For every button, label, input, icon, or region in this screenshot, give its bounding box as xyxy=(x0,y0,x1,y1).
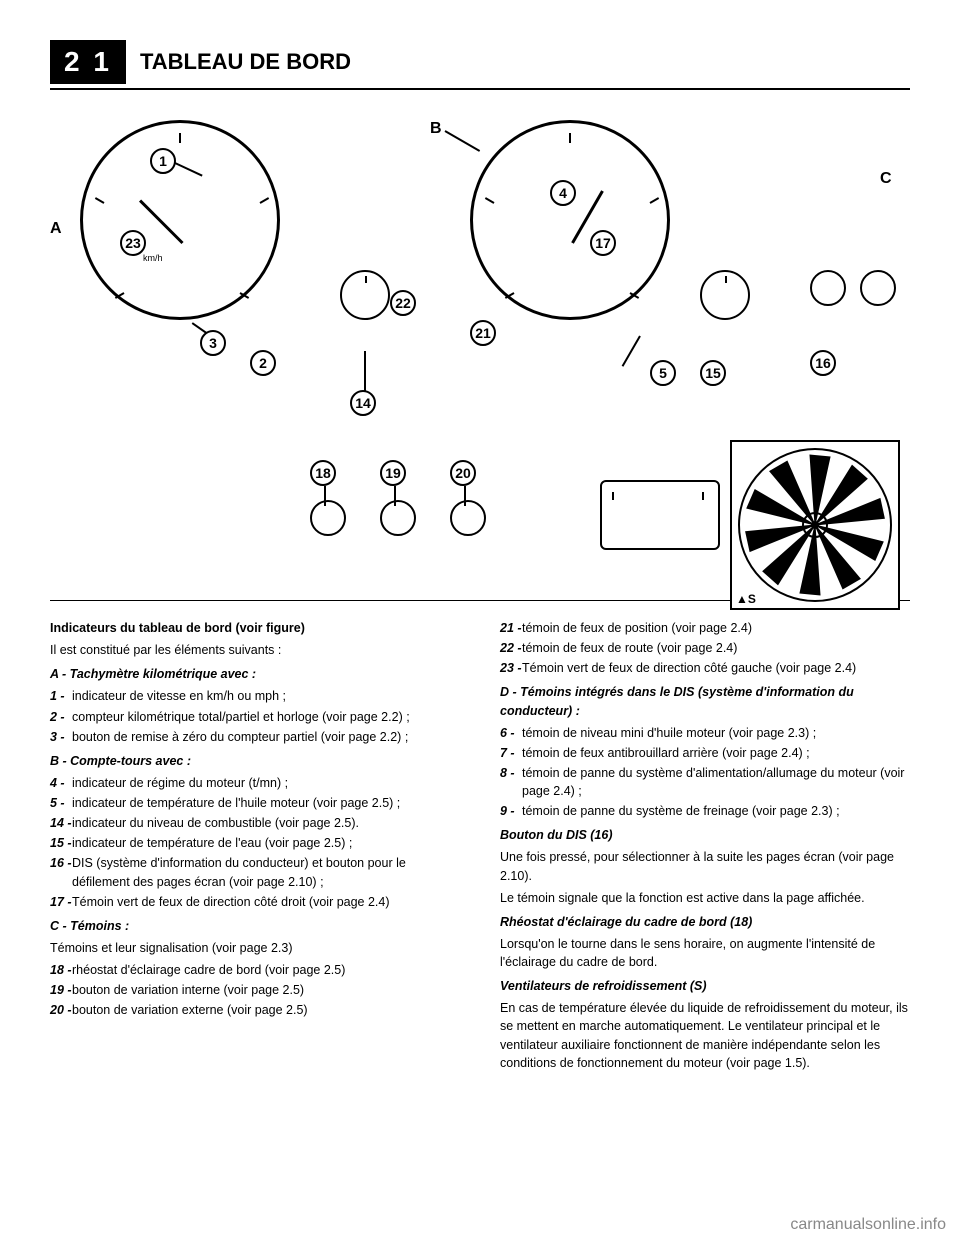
warning-light-2 xyxy=(860,270,896,306)
callout-20: 20 xyxy=(450,460,476,486)
heading-a: A - Tachymètre kilométrique avec : xyxy=(50,665,460,683)
speedometer-gauge: km/h xyxy=(80,120,280,320)
footer-watermark: carmanualsonline.info xyxy=(790,1216,946,1234)
callout-3: 3 xyxy=(200,330,226,356)
rheo-1: Lorsqu'on le tourne dans le sens horaire… xyxy=(500,935,910,971)
button-dial-19 xyxy=(380,500,416,536)
callout-4: 4 xyxy=(550,180,576,206)
fan-label: ▲S xyxy=(736,592,756,606)
callout-18: 18 xyxy=(310,460,336,486)
cooling-fan-image: ▲S xyxy=(730,440,900,610)
mini-dial-1 xyxy=(340,270,390,320)
mini-dial-2 xyxy=(700,270,750,320)
dis-display xyxy=(600,480,720,550)
section-c-label: C xyxy=(880,170,892,188)
callout-22: 22 xyxy=(390,290,416,316)
callout-21: 21 xyxy=(470,320,496,346)
heading-c: C - Témoins : xyxy=(50,917,460,935)
btn-1: Une fois pressé, pour sélectionner à la … xyxy=(500,848,910,884)
heading-btn: Bouton du DIS (16) xyxy=(500,826,910,844)
page-number: 2 1 xyxy=(50,40,126,84)
fan-1: En cas de température élevée du liquide … xyxy=(500,999,910,1072)
heading-b: B - Compte-tours avec : xyxy=(50,752,460,770)
section-a-label: A xyxy=(50,220,62,238)
heading-fan: Ventilateurs de refroidissement (S) xyxy=(500,977,910,995)
heading-rheo: Rhéostat d'éclairage du cadre de bord (1… xyxy=(500,913,910,931)
tachometer-gauge xyxy=(470,120,670,320)
btn-2: Le témoin signale que la fonction est ac… xyxy=(500,889,910,907)
callout-15: 15 xyxy=(700,360,726,386)
callout-16: 16 xyxy=(810,350,836,376)
callout-2: 2 xyxy=(250,350,276,376)
description-columns: Indicateurs du tableau de bord (voir fig… xyxy=(50,619,910,1076)
callout-17: 17 xyxy=(590,230,616,256)
intro-1: Indicateurs du tableau de bord (voir fig… xyxy=(50,619,460,637)
callout-1: 1 xyxy=(150,148,176,174)
instrument-diagram: km/h A 1 2 3 23 14 22 21 B 4 5 17 xyxy=(50,110,910,590)
warning-light-1 xyxy=(810,270,846,306)
callout-23: 23 xyxy=(120,230,146,256)
button-dial-20 xyxy=(450,500,486,536)
heading-d: D - Témoins intégrés dans le DIS (systèm… xyxy=(500,683,910,719)
section-b-label: B xyxy=(430,120,442,138)
c-intro: Témoins et leur signalisation (voir page… xyxy=(50,939,460,957)
intro-2: Il est constitué par les éléments suivan… xyxy=(50,641,460,659)
fan-icon xyxy=(735,445,895,605)
button-dial-18 xyxy=(310,500,346,536)
callout-5: 5 xyxy=(650,360,676,386)
callout-19: 19 xyxy=(380,460,406,486)
header-title: TABLEAU DE BORD xyxy=(140,49,351,75)
right-column: 21 -témoin de feux de position (voir pag… xyxy=(500,619,910,1076)
left-column: Indicateurs du tableau de bord (voir fig… xyxy=(50,619,460,1076)
callout-14: 14 xyxy=(350,390,376,416)
page-header: 2 1 TABLEAU DE BORD xyxy=(50,40,910,90)
